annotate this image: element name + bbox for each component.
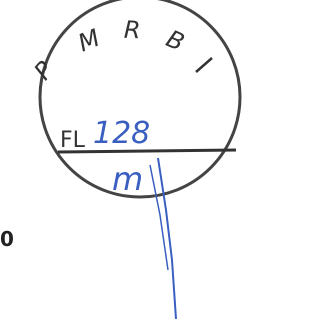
pen-stroke: [158, 158, 176, 319]
edge-text: 0: [0, 227, 14, 251]
stamp-prefix: FL: [60, 128, 86, 153]
stamp-letter: R: [123, 16, 141, 45]
stamp-letter: B: [162, 25, 188, 57]
stamp-mark: [196, 58, 212, 72]
handwritten-initials: m: [112, 160, 143, 198]
page: P M R B FL 128 m 0 (() => { const data =…: [0, 0, 320, 319]
stamp-letter: P: [28, 56, 59, 85]
scan: P M R B FL 128 m 0: [0, 0, 244, 319]
handwritten-number: 128: [93, 116, 150, 151]
pen-stroke: [150, 165, 168, 270]
stamp-letter: M: [74, 24, 104, 58]
